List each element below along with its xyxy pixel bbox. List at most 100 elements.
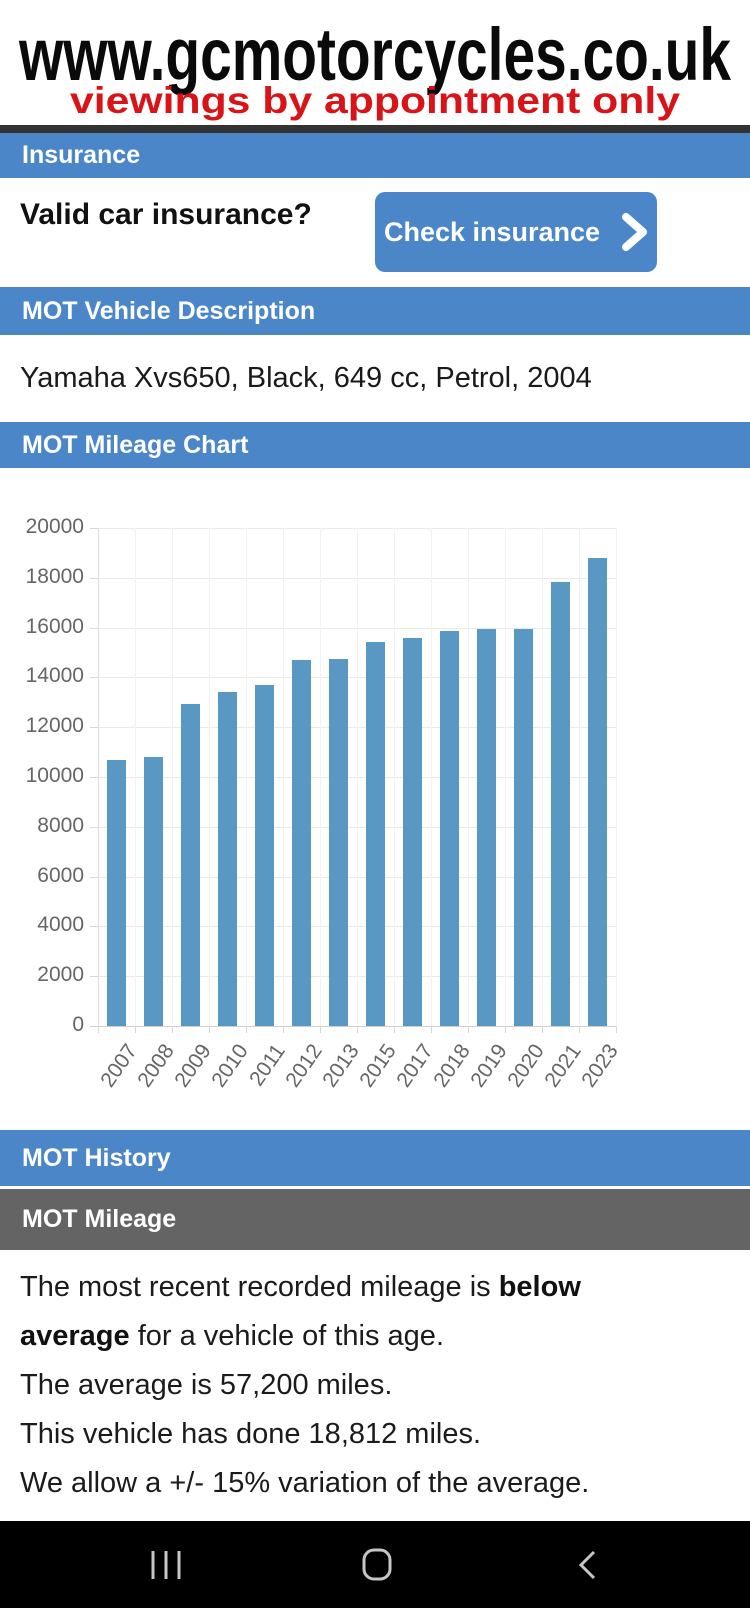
- y-axis-label: 8000: [37, 813, 84, 837]
- chart-bar-2015: [366, 642, 385, 1026]
- y-axis-label: 16000: [25, 614, 84, 638]
- axis-y: [98, 528, 99, 1026]
- insurance-header-label: Insurance: [22, 141, 141, 169]
- chart-bar-2021: [551, 581, 570, 1026]
- vgrid: [468, 528, 469, 1026]
- vgrid: [246, 528, 247, 1026]
- recent-apps-icon[interactable]: [149, 1550, 183, 1580]
- vgrid: [357, 528, 358, 1026]
- y-axis-label: 0: [72, 1013, 84, 1036]
- y-axis-label: 18000: [25, 564, 84, 588]
- ytick: [90, 777, 98, 778]
- vgrid: [542, 528, 543, 1026]
- ytick: [90, 926, 98, 928]
- chart-bar-2013: [329, 659, 348, 1026]
- section-header-mot-history[interactable]: MOT History: [0, 1130, 750, 1186]
- chart-bar-2012: [292, 659, 311, 1026]
- xtick: [135, 1026, 136, 1033]
- insurance-question: Valid car insurance?: [20, 198, 312, 231]
- xtick: [172, 1026, 173, 1033]
- axis-x: [90, 1026, 616, 1027]
- banner-bottom-divider: [0, 125, 750, 133]
- check-insurance-label: Check insurance: [383, 216, 601, 247]
- ytick: [90, 627, 98, 629]
- vehicle-description-text: Yamaha Xvs650, Black, 649 cc, Petrol, 20…: [0, 335, 750, 422]
- mileage-sentence-pre: The most recent recorded mileage is: [20, 1271, 499, 1303]
- xtick: [246, 1026, 247, 1033]
- site-url-text: www.gcmotorcycles.co.uk: [18, 13, 731, 96]
- vgrid: [394, 528, 395, 1026]
- check-insurance-button[interactable]: Check insurance: [375, 192, 657, 272]
- vgrid: [209, 528, 210, 1026]
- mot-mileage-header-label: MOT Mileage: [22, 1205, 177, 1233]
- home-icon[interactable]: [361, 1548, 393, 1582]
- section-header-mileage-chart: MOT Mileage Chart: [0, 422, 750, 468]
- y-axis-label: 4000: [37, 913, 84, 937]
- chart-bar-2009: [181, 703, 200, 1026]
- ytick: [90, 528, 98, 529]
- mot-mileage-bar-chart: 0 2000 4000 6000 8000 10000 12000 14000 16000 180…: [0, 468, 750, 1130]
- vgrid: [172, 528, 173, 1026]
- ytick: [90, 577, 98, 579]
- chart-bar-2020: [514, 628, 533, 1026]
- xtick: [431, 1026, 432, 1033]
- ytick: [90, 876, 98, 878]
- chart-bar-2017: [403, 637, 422, 1026]
- chart-bar-2008: [144, 757, 163, 1026]
- mileage-variation-line: We allow a +/- 15% variation of the aver…: [20, 1467, 590, 1499]
- header-gap: [0, 1186, 750, 1189]
- mileage-vehicle-line: This vehicle has done 18,812 miles.: [20, 1418, 482, 1450]
- chart-bar-2019: [477, 628, 496, 1026]
- site-banner: www.gcmotorcycles.co.uk viewings by appo…: [0, 0, 750, 125]
- chart-bar-2018: [440, 631, 459, 1026]
- chart-bar-2023: [588, 557, 607, 1026]
- y-axis-label: 10000: [25, 764, 84, 787]
- vehicle-header-label: MOT Vehicle Description: [22, 296, 316, 325]
- back-icon[interactable]: [576, 1549, 598, 1581]
- xtick: [98, 1026, 99, 1033]
- xtick: [468, 1026, 469, 1033]
- vgrid: [431, 528, 432, 1026]
- ytick: [90, 826, 98, 828]
- vgrid: [616, 528, 617, 1026]
- y-axis-label: 2000: [37, 963, 84, 987]
- xtick: [394, 1026, 395, 1033]
- mileage-sentence-bold: below average: [20, 1271, 581, 1352]
- section-header-insurance: Insurance: [0, 133, 750, 178]
- banner-subtitle-text: viewings by appointment only: [70, 80, 680, 121]
- chart-bar-2007: [107, 759, 126, 1026]
- ytick: [90, 677, 98, 679]
- y-axis-label: 12000: [25, 714, 84, 738]
- vgrid: [579, 528, 580, 1026]
- vgrid: [283, 528, 284, 1026]
- xtick: [320, 1026, 321, 1033]
- y-axis-label: 6000: [37, 863, 84, 887]
- xtick: [579, 1026, 580, 1033]
- mileage-average-line: The average is 57,200 miles.: [20, 1369, 393, 1401]
- subsection-header-mot-mileage[interactable]: MOT Mileage: [0, 1189, 750, 1250]
- ytick: [90, 976, 98, 978]
- android-nav-bar: [0, 1521, 750, 1608]
- xtick: [283, 1026, 284, 1033]
- xtick: [505, 1026, 506, 1033]
- chart-bar-2010: [218, 692, 237, 1026]
- xtick: [209, 1026, 210, 1033]
- ytick: [90, 727, 98, 729]
- vgrid: [505, 528, 506, 1026]
- vgrid: [135, 528, 136, 1026]
- xtick: [357, 1026, 358, 1033]
- chart-header-label: MOT Mileage Chart: [22, 430, 249, 459]
- chart-bar-2011: [255, 684, 274, 1026]
- section-header-vehicle-description: MOT Vehicle Description: [0, 287, 750, 335]
- xtick: [616, 1026, 617, 1033]
- y-axis-label: 14000: [25, 664, 84, 688]
- xtick: [542, 1026, 543, 1033]
- mileage-summary: The most recent recorded mileage is belo…: [0, 1250, 690, 1521]
- insurance-section: Valid car insurance? Check insurance: [0, 178, 750, 287]
- y-axis-label: 20000: [25, 515, 84, 538]
- vgrid: [320, 528, 321, 1026]
- mileage-sentence-post: for a vehicle of this age.: [129, 1320, 444, 1352]
- mot-history-header-label: MOT History: [22, 1143, 171, 1172]
- chevron-right-icon: [622, 213, 648, 251]
